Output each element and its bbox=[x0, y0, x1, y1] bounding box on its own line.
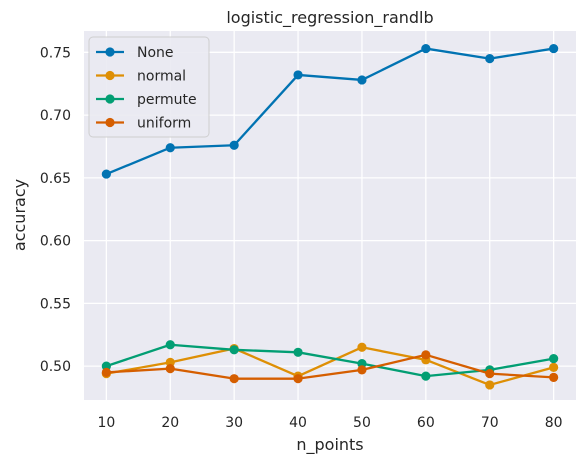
data-point bbox=[357, 75, 367, 85]
data-point bbox=[293, 374, 303, 384]
y-tick-label: 0.70 bbox=[40, 108, 71, 124]
chart-title: logistic_regression_randlb bbox=[226, 8, 433, 28]
data-point bbox=[229, 140, 239, 150]
legend-item-normal: normal bbox=[96, 69, 186, 85]
data-point bbox=[421, 371, 431, 381]
series-line bbox=[105, 47, 554, 176]
data-point bbox=[549, 353, 559, 364]
series-line bbox=[106, 353, 554, 380]
x-tick-label: 30 bbox=[225, 415, 243, 431]
legend-marker bbox=[105, 70, 115, 81]
legend-item-permute: permute bbox=[96, 92, 197, 108]
data-point bbox=[293, 70, 303, 80]
series-lines bbox=[101, 43, 559, 390]
x-tick-label: 60 bbox=[417, 415, 435, 431]
legend: None normal permute uniform bbox=[88, 36, 210, 138]
legend-item-None: None bbox=[96, 45, 174, 61]
legend-marker bbox=[105, 47, 115, 57]
grid bbox=[84, 31, 576, 400]
x-tick-label: 40 bbox=[289, 415, 307, 431]
data-point bbox=[165, 143, 175, 153]
y-axis-label: accuracy bbox=[10, 179, 29, 251]
x-tick-label: 10 bbox=[97, 415, 115, 431]
x-tick-label: 80 bbox=[545, 415, 563, 431]
data-point bbox=[357, 342, 367, 352]
series-line bbox=[106, 346, 554, 387]
data-point bbox=[485, 380, 495, 390]
series-None bbox=[101, 43, 559, 179]
data-point bbox=[229, 345, 239, 355]
data-point bbox=[229, 374, 239, 384]
x-axis-label: n_points bbox=[296, 435, 363, 455]
data-point bbox=[165, 364, 175, 374]
data-point bbox=[549, 372, 559, 383]
data-point bbox=[549, 43, 559, 54]
data-point bbox=[101, 169, 111, 179]
y-tick-label: 0.65 bbox=[40, 171, 71, 187]
legend-box bbox=[88, 36, 210, 138]
legend-label: uniform bbox=[137, 116, 191, 132]
data-point bbox=[293, 347, 303, 357]
x-tick-label: 20 bbox=[161, 415, 179, 431]
legend-marker bbox=[105, 94, 115, 104]
data-point bbox=[421, 350, 431, 360]
data-point bbox=[165, 340, 175, 350]
y-tick-label: 0.75 bbox=[40, 45, 71, 61]
x-tick-label: 70 bbox=[481, 415, 499, 431]
data-point bbox=[485, 369, 495, 379]
x-tick-label: 50 bbox=[353, 415, 371, 431]
data-point bbox=[101, 367, 111, 377]
legend-item-uniform: uniform bbox=[96, 116, 191, 132]
legend-label: normal bbox=[137, 69, 186, 85]
legend-label: permute bbox=[137, 92, 197, 108]
y-tick-label: 0.50 bbox=[40, 359, 71, 375]
tick-labels: 10 20 30 40 50 60 70 80 0.50 0.55 0.60 0.65 0.70 0.75 bbox=[40, 45, 563, 431]
y-tick-label: 0.55 bbox=[40, 296, 71, 312]
y-tick-label: 0.60 bbox=[40, 234, 71, 250]
data-point bbox=[357, 365, 367, 375]
legend-marker bbox=[105, 117, 115, 128]
legend-label: None bbox=[137, 45, 174, 61]
data-point bbox=[485, 54, 495, 64]
data-point bbox=[421, 43, 431, 54]
series-uniform bbox=[101, 350, 559, 384]
data-point bbox=[549, 362, 559, 372]
